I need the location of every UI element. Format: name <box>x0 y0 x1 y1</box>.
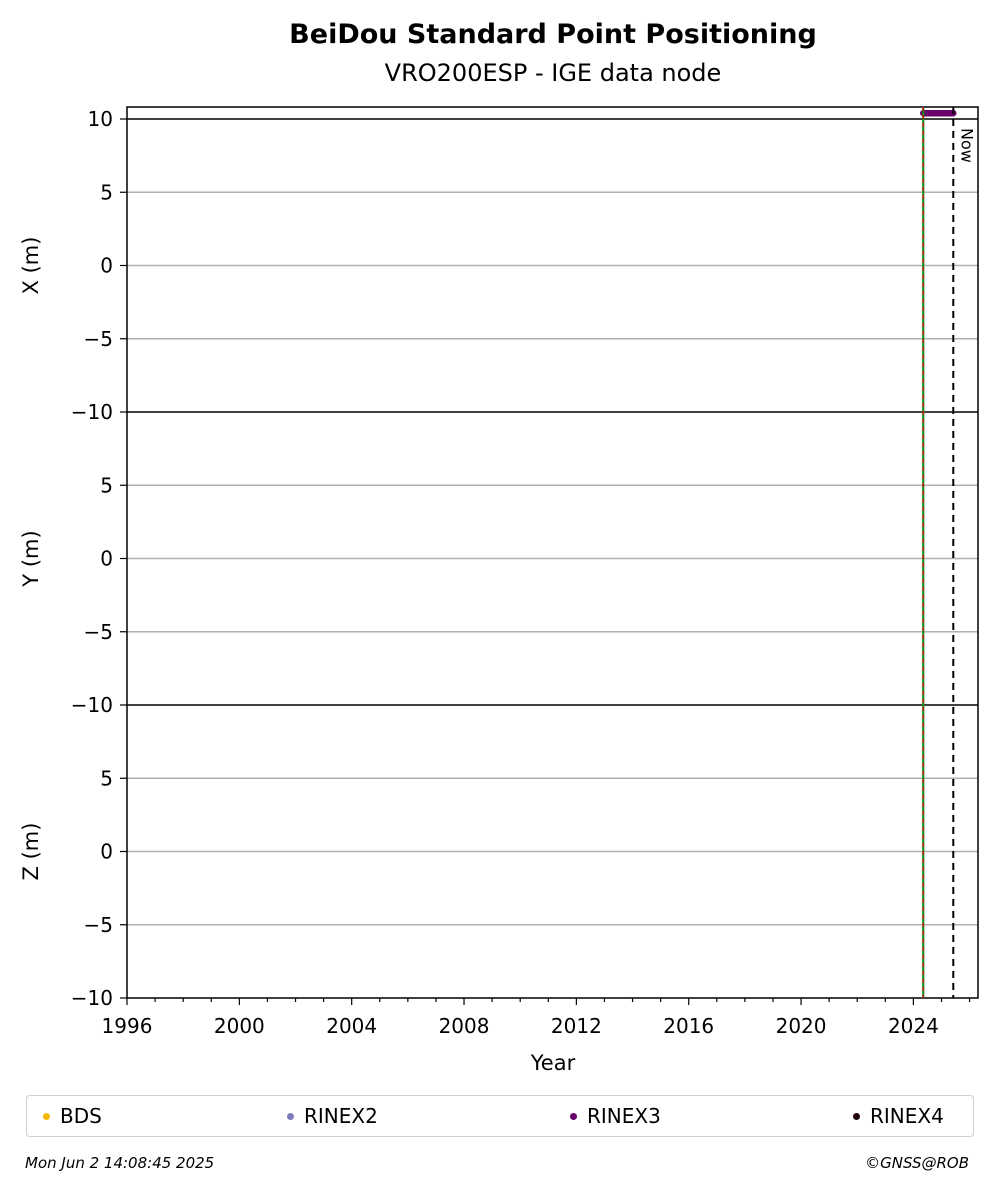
rinex3-marker-icon <box>570 1112 577 1120</box>
rinex4-marker-icon <box>853 1112 860 1120</box>
y-axis-label: X (m) <box>19 237 43 295</box>
y-tick-label: −10 <box>71 693 113 717</box>
y-tick-label: −10 <box>71 400 113 424</box>
y-tick-label: 0 <box>100 840 113 864</box>
legend: BDS RINEX2 RINEX3 RINEX4 <box>26 1095 974 1137</box>
y-tick-label: 10 <box>88 107 113 131</box>
axes-frame <box>126 106 979 999</box>
x-tick-label: 2012 <box>551 1014 602 1038</box>
chart: BeiDou Standard Point Positioning VRO200… <box>19 19 979 1075</box>
legend-item-rinex2: RINEX2 <box>287 1104 378 1128</box>
x-tick-label: 2016 <box>663 1014 714 1038</box>
y-tick-label: −5 <box>84 620 113 644</box>
chart-subtitle: VRO200ESP - IGE data node <box>385 59 722 87</box>
y-tick-label: 5 <box>100 180 113 204</box>
y-tick-label: −10 <box>71 986 113 1010</box>
y-axis-label: Y (m) <box>19 530 43 587</box>
legend-item-bds: BDS <box>43 1104 102 1128</box>
y-axis-label: Z (m) <box>19 823 43 881</box>
now-label: Now <box>957 128 976 163</box>
y-tick-label: 0 <box>100 547 113 571</box>
legend-label-bds: BDS <box>60 1104 102 1128</box>
legend-label-rinex3: RINEX3 <box>587 1104 661 1128</box>
copyright: ©GNSS@ROB <box>865 1154 969 1172</box>
bds-marker-icon <box>43 1112 50 1120</box>
legend-label-rinex2: RINEX2 <box>304 1104 378 1128</box>
x-tick-label: 2020 <box>776 1014 827 1038</box>
y-tick-label: 0 <box>100 254 113 278</box>
x-tick-label: 1996 <box>102 1014 153 1038</box>
y-tick-label: 5 <box>100 766 113 790</box>
y-tick-label: −5 <box>84 913 113 937</box>
timestamp: Mon Jun 2 14:08:45 2025 <box>25 1154 215 1172</box>
chart-title: BeiDou Standard Point Positioning <box>289 19 817 50</box>
plot-area: 10 5 0 −5 −10 X (m) 5 0 −5 −10 Y (m) 5 0 −5 −10 Z (m) 19… <box>19 106 979 1038</box>
x-tick-label: 2008 <box>439 1014 490 1038</box>
x-tick-label: 2024 <box>888 1014 939 1038</box>
legend-item-rinex4: RINEX4 <box>853 1104 944 1128</box>
y-tick-label: 5 <box>100 473 113 497</box>
x-axis-label: Year <box>530 1051 576 1075</box>
x-tick-label: 2004 <box>326 1014 377 1038</box>
rinex2-marker-icon <box>287 1112 294 1120</box>
legend-item-rinex3: RINEX3 <box>570 1104 661 1128</box>
y-tick-label: −5 <box>84 327 113 351</box>
x-tick-label: 2000 <box>214 1014 265 1038</box>
legend-label-rinex4: RINEX4 <box>870 1104 944 1128</box>
